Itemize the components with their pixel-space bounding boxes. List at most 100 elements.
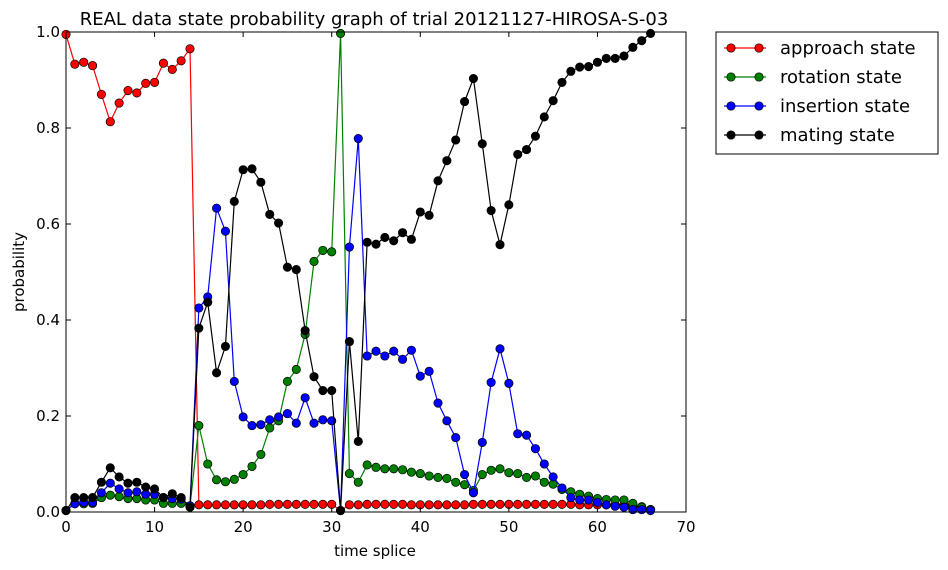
data-point-mating-state — [309, 372, 319, 382]
data-point-insertion-state — [132, 487, 142, 497]
legend-marker — [754, 72, 764, 82]
legend-item-insertion-state: insertion state — [724, 96, 910, 117]
data-point-insertion-state — [220, 226, 230, 236]
data-point-rotation-state — [229, 474, 239, 484]
data-point-mating-state — [380, 232, 390, 242]
data-point-approach-state — [530, 499, 540, 509]
data-point-approach-state — [398, 499, 408, 509]
data-point-approach-state — [282, 499, 292, 509]
legend-item-rotation-state: rotation state — [724, 67, 902, 88]
legend-label: rotation state — [780, 67, 902, 88]
data-point-insertion-state — [371, 346, 381, 356]
data-point-insertion-state — [389, 346, 399, 356]
data-point-mating-state — [291, 265, 301, 275]
data-point-insertion-state — [548, 472, 558, 482]
data-point-insertion-state — [566, 493, 576, 503]
series-layer — [61, 28, 656, 516]
data-point-insertion-state — [406, 345, 416, 355]
data-point-mating-state — [486, 206, 496, 216]
data-point-insertion-state — [398, 354, 408, 364]
data-point-insertion-state — [380, 351, 390, 361]
data-point-insertion-state — [433, 398, 443, 408]
data-point-mating-state — [628, 42, 638, 52]
data-point-mating-state — [460, 97, 470, 107]
data-point-rotation-state — [203, 459, 213, 469]
data-point-approach-state — [477, 499, 487, 509]
data-point-rotation-state — [398, 465, 408, 475]
data-point-mating-state — [238, 165, 248, 175]
data-point-mating-state — [513, 149, 523, 159]
data-point-mating-state — [442, 156, 452, 166]
data-point-insertion-state — [309, 418, 319, 428]
data-point-approach-state — [557, 499, 567, 509]
data-point-rotation-state — [220, 477, 230, 487]
y-tick-label: 0.4 — [36, 311, 60, 329]
data-point-rotation-state — [265, 423, 275, 433]
y-tick-label: 0.8 — [36, 119, 60, 137]
data-point-approach-state — [88, 61, 98, 71]
data-point-mating-state — [336, 506, 346, 516]
data-point-rotation-state — [362, 460, 372, 470]
x-tick-label: 0 — [61, 518, 71, 536]
data-point-insertion-state — [344, 242, 354, 252]
data-point-insertion-state — [468, 488, 478, 498]
data-point-mating-state — [530, 131, 540, 141]
data-point-rotation-state — [389, 464, 399, 474]
data-point-mating-state — [114, 472, 124, 482]
x-tick-label: 70 — [676, 518, 695, 536]
data-point-approach-state — [371, 499, 381, 509]
x-tick-label: 60 — [588, 518, 607, 536]
data-point-rotation-state — [327, 247, 337, 257]
data-point-rotation-state — [539, 477, 549, 487]
y-axis-label: probability — [10, 232, 28, 312]
data-point-approach-state — [185, 44, 195, 54]
data-point-insertion-state — [451, 433, 461, 443]
data-point-approach-state — [460, 500, 470, 510]
data-point-mating-state — [158, 493, 168, 503]
data-point-mating-state — [389, 236, 399, 246]
data-point-approach-state — [389, 499, 399, 509]
data-point-approach-state — [96, 89, 106, 99]
data-point-mating-state — [265, 209, 275, 219]
data-point-insertion-state — [96, 488, 106, 498]
data-point-insertion-state — [256, 420, 266, 430]
data-point-insertion-state — [530, 444, 540, 454]
data-point-mating-state — [167, 489, 177, 499]
data-point-approach-state — [176, 56, 186, 66]
data-point-approach-state — [539, 499, 549, 509]
data-point-mating-state — [353, 436, 363, 446]
data-point-insertion-state — [318, 415, 328, 425]
data-point-mating-state — [504, 200, 514, 210]
plot-frame — [65, 31, 687, 513]
data-point-approach-state — [229, 500, 239, 510]
data-point-approach-state — [451, 500, 461, 510]
data-point-insertion-state — [539, 459, 549, 469]
data-point-insertion-state — [619, 502, 629, 512]
data-point-approach-state — [79, 57, 89, 67]
data-point-insertion-state — [628, 505, 638, 515]
data-point-rotation-state — [522, 472, 532, 482]
data-point-mating-state — [203, 297, 213, 307]
data-point-mating-state — [185, 502, 195, 512]
data-point-mating-state — [610, 53, 620, 63]
data-point-insertion-state — [229, 376, 239, 386]
data-point-approach-state — [256, 500, 266, 510]
legend-item-mating-state: mating state — [724, 125, 895, 146]
data-point-mating-state — [477, 139, 487, 149]
data-point-mating-state — [592, 57, 602, 67]
data-point-mating-state — [424, 210, 434, 220]
data-point-approach-state — [433, 500, 443, 510]
data-point-insertion-state — [353, 134, 363, 144]
y-tick-label: 1.0 — [36, 23, 60, 41]
data-point-insertion-state — [123, 488, 133, 498]
x-tick-label: 50 — [499, 518, 518, 536]
chart-title: REAL data state probability graph of tri… — [80, 9, 669, 30]
data-point-mating-state — [96, 477, 106, 487]
data-point-approach-state — [247, 500, 257, 510]
data-point-insertion-state — [601, 500, 611, 510]
data-point-rotation-state — [336, 28, 346, 38]
data-point-approach-state — [344, 500, 354, 510]
x-axis-label: time splice — [334, 542, 416, 560]
data-point-rotation-state — [247, 461, 257, 471]
data-point-mating-state — [229, 196, 239, 206]
